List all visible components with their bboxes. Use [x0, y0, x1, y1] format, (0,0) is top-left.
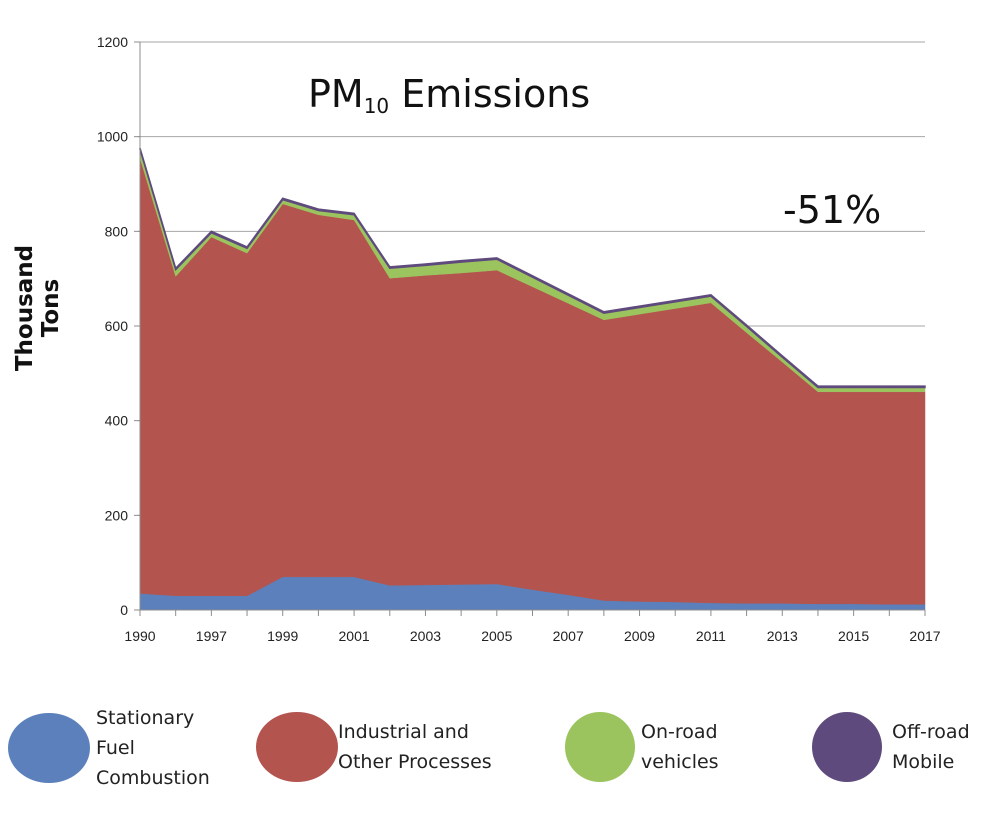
x-tick-label: 2005	[481, 628, 512, 644]
y-tick-label: 800	[105, 223, 129, 239]
legend-label: Stationary Fuel Combustion	[96, 707, 210, 789]
x-tick-label: 2007	[553, 628, 584, 644]
legend-swatch	[812, 712, 882, 782]
legend-swatch	[565, 712, 635, 782]
x-tick-label: 1999	[267, 628, 298, 644]
chart-title: PM10 Emissions	[308, 72, 591, 118]
x-tick-label: 2009	[624, 628, 655, 644]
legend-swatch	[8, 713, 90, 783]
reduction-annotation: -51%	[783, 188, 882, 232]
y-tick-label: 1000	[97, 129, 128, 145]
y-tick-label: 200	[105, 507, 129, 523]
x-tick-label: 2001	[339, 628, 370, 644]
x-tick-label: 1997	[196, 628, 227, 644]
area-series-4	[139, 147, 926, 389]
legend-item-stationary: Stationary Fuel Combustion	[8, 703, 210, 793]
legend-item-onroad: On-road vehicles	[565, 712, 719, 782]
legend-label: Industrial and Other Processes	[338, 721, 492, 773]
x-tick-label: 2015	[838, 628, 869, 644]
y-tick-label: 0	[120, 602, 128, 618]
x-tick-label: 2003	[410, 628, 441, 644]
x-tick-label: 2011	[696, 628, 726, 644]
y-axis-label: Thousand Tons	[12, 244, 64, 372]
legend-label: On-road vehicles	[641, 721, 719, 773]
y-tick-label: 400	[105, 413, 129, 429]
legend-item-industrial: Industrial and Other Processes	[256, 712, 492, 782]
legend-swatch	[256, 712, 338, 782]
y-tick-label: 1200	[97, 34, 128, 50]
x-tick-label: 2017	[909, 628, 940, 644]
legend-item-offroad: Off-road Mobile	[812, 712, 970, 782]
x-tick-label: 1990	[124, 628, 155, 644]
y-tick-label: 600	[105, 318, 129, 334]
legend-label: Off-road Mobile	[892, 721, 970, 773]
x-tick-label: 2013	[767, 628, 798, 644]
